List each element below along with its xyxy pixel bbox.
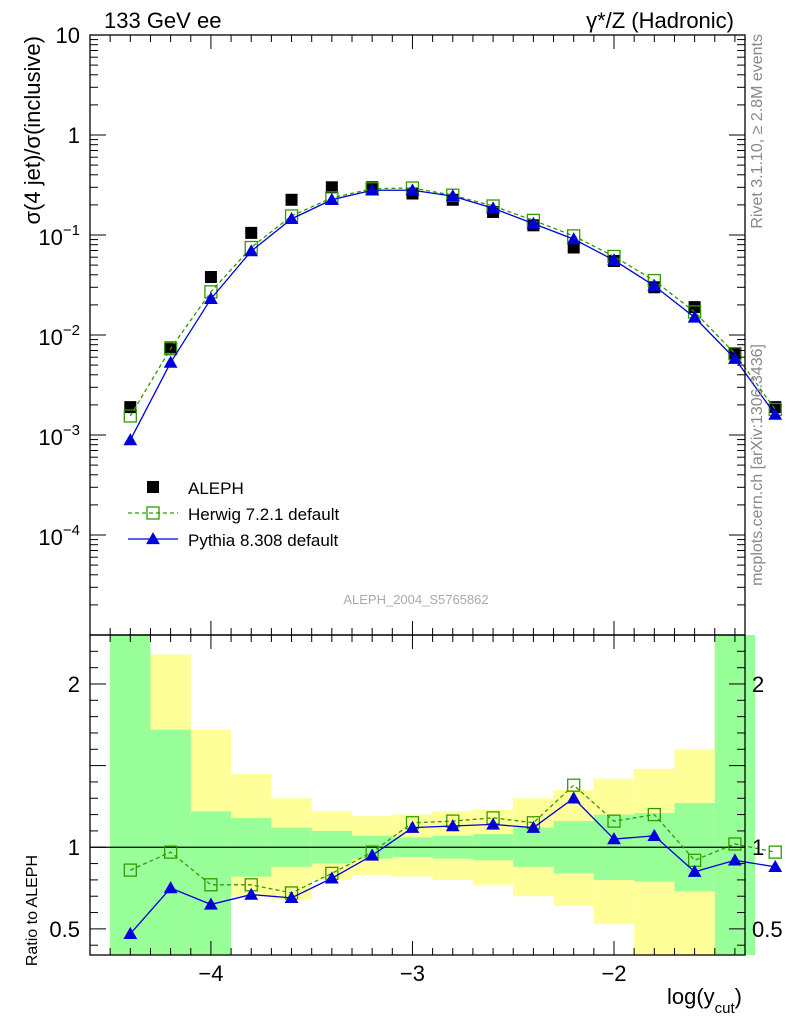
- pythia-ratio-point: [445, 819, 460, 832]
- upper-plot-area: [123, 181, 783, 446]
- ratio-plot-area: [123, 778, 783, 939]
- ratio-y-tick-label-right: 1: [752, 835, 764, 860]
- aleph-point: [567, 241, 580, 254]
- herwig-ratio-point: [567, 778, 581, 792]
- pythia-ratio-point: [244, 887, 259, 900]
- herwig-ratio-point: [607, 814, 621, 828]
- pythia-point: [163, 355, 178, 368]
- ratio-y-tick-label: 1: [68, 835, 80, 860]
- legend-label: Herwig 7.2.1 default: [188, 505, 339, 524]
- pythia-point: [768, 407, 783, 420]
- pythia-line: [129, 189, 776, 441]
- pythia-ratio-point: [365, 848, 380, 861]
- pythia-ratio-point: [123, 926, 138, 939]
- aleph-point: [245, 226, 258, 239]
- axes: −4 −3 −2 log(ycut) 10 1 10−1 10−2 10−3 10−4 0.5 0.5…: [38, 23, 782, 1017]
- pythia-ratio-point: [768, 859, 783, 873]
- y-tick-label: 10−3: [38, 422, 80, 450]
- legend: ALEPH Herwig 7.2.1 default Pythia 8.308 de…: [128, 479, 339, 550]
- x-axis-title: log(ycut): [667, 984, 742, 1017]
- pythia-point: [607, 253, 621, 266]
- x-tick-label: −2: [601, 961, 626, 986]
- pythia-ratio-point: [405, 820, 420, 833]
- aleph-point: [204, 271, 217, 284]
- y-tick-label: 10−4: [38, 522, 80, 550]
- ratio-frame: [89, 634, 746, 956]
- herwig-ratio-point: [728, 837, 742, 851]
- inner-band-bin: [150, 729, 191, 955]
- pythia-ratio-point: [284, 890, 299, 904]
- pythia-point: [405, 183, 420, 196]
- pythia-point: [728, 351, 742, 364]
- pythia-ratio-point: [647, 828, 662, 841]
- analysis-label: ALEPH_2004_S5765862: [343, 592, 488, 607]
- y-tick-label: 10: [56, 23, 80, 48]
- pythia-ratio-point: [486, 817, 500, 830]
- inner-band-bin: [110, 635, 151, 955]
- pythia-point: [445, 189, 460, 202]
- ratio-y-tick-label: 2: [68, 672, 80, 697]
- legend-marker: [146, 506, 160, 520]
- pythia-point: [324, 192, 339, 205]
- herwig-ratio-point: [204, 878, 218, 892]
- aleph-point: [325, 181, 338, 194]
- pythia-point: [647, 278, 662, 292]
- legend-label: ALEPH: [188, 479, 244, 498]
- herwig-ratio-point: [123, 863, 137, 877]
- x-tick-label: −3: [400, 961, 425, 986]
- herwig-point: [123, 409, 137, 423]
- herwig-point: [163, 342, 178, 356]
- pythia-point: [486, 201, 500, 214]
- herwig-ratio-point: [647, 807, 661, 822]
- pythia-ratio-point: [163, 881, 178, 894]
- upper-y-axis-title: σ(4 jet)/σ(inclusive): [20, 36, 45, 225]
- pythia-ratio-point: [566, 791, 581, 804]
- legend-label: Pythia 8.308 default: [188, 531, 339, 550]
- legend-marker: [147, 481, 159, 493]
- pythia-ratio-point: [687, 864, 702, 877]
- pythia-point: [244, 244, 259, 257]
- ratio-y-tick-label-right: 2: [752, 672, 764, 697]
- inner-band-bin: [190, 811, 232, 955]
- pythia-point: [365, 183, 380, 196]
- herwig-ratio-point: [687, 853, 702, 867]
- herwig-ratio-point: [163, 845, 178, 859]
- side-label-mcplots: mcplots.cern.ch [arXiv:1306.3436]: [749, 344, 766, 586]
- ratio-y-tick-label-right: 0.5: [752, 917, 783, 942]
- aleph-point: [285, 193, 298, 206]
- ratio-y-tick-label: 0.5: [49, 917, 80, 942]
- pythia-point: [526, 216, 541, 229]
- ratio-y-axis-title: Ratio to ALEPH: [24, 855, 41, 966]
- y-tick-label: 10−1: [38, 222, 80, 250]
- herwig-ratio-point: [768, 845, 782, 859]
- header-left: 133 GeV ee: [104, 8, 221, 33]
- inner-band-bin: [714, 635, 756, 955]
- aleph-point: [164, 341, 177, 354]
- x-tick-label: −4: [198, 961, 223, 986]
- pythia-ratio-point: [728, 853, 742, 866]
- side-label-rivet: Rivet 3.1.10, ≥ 2.8M events: [749, 34, 766, 229]
- y-tick-label: 10−2: [38, 322, 80, 350]
- y-tick-label: 1: [68, 123, 80, 148]
- header-right: γ*/Z (Hadronic): [586, 8, 734, 33]
- pythia-point: [204, 291, 218, 305]
- pythia-point: [566, 232, 581, 245]
- herwig-line: [129, 187, 776, 417]
- labels: 133 GeV ee γ*/Z (Hadronic) σ(4 jet)/σ(in…: [20, 8, 766, 966]
- pythia-ratio-point: [324, 871, 339, 884]
- legend-marker: [146, 532, 160, 545]
- pythia-ratio-point: [607, 832, 621, 845]
- uncertainty-bands: [90, 635, 756, 955]
- pythia-point: [284, 211, 299, 225]
- pythia-ratio-point: [204, 897, 218, 910]
- pythia-ratio-point: [526, 820, 541, 833]
- pythia-point: [687, 310, 702, 323]
- pythia-point: [123, 433, 138, 446]
